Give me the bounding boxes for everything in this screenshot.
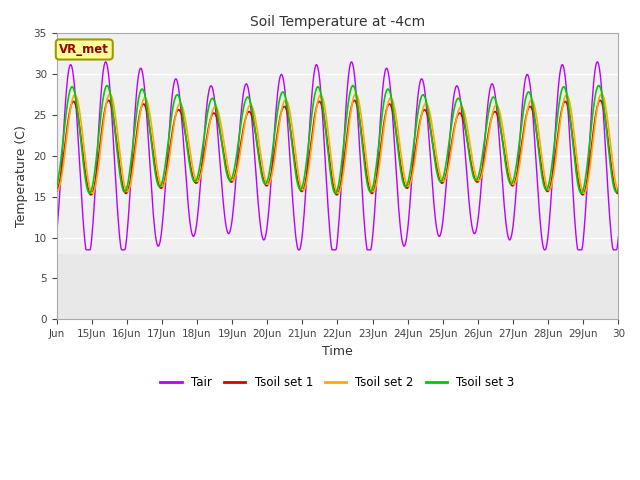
Text: VR_met: VR_met xyxy=(60,43,109,56)
X-axis label: Time: Time xyxy=(322,345,353,358)
Title: Soil Temperature at -4cm: Soil Temperature at -4cm xyxy=(250,15,425,29)
Bar xyxy=(56,33,618,254)
Y-axis label: Temperature (C): Temperature (C) xyxy=(15,125,28,227)
Legend: Tair, Tsoil set 1, Tsoil set 2, Tsoil set 3: Tair, Tsoil set 1, Tsoil set 2, Tsoil se… xyxy=(156,371,519,394)
